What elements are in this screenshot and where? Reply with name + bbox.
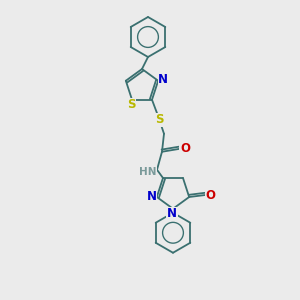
Text: O: O <box>205 188 215 202</box>
Text: N: N <box>167 207 177 220</box>
Text: HN: HN <box>139 167 157 177</box>
Text: S: S <box>155 113 163 126</box>
Text: S: S <box>127 98 135 111</box>
Text: N: N <box>158 73 168 86</box>
Text: N: N <box>147 190 157 202</box>
Text: O: O <box>180 142 190 155</box>
